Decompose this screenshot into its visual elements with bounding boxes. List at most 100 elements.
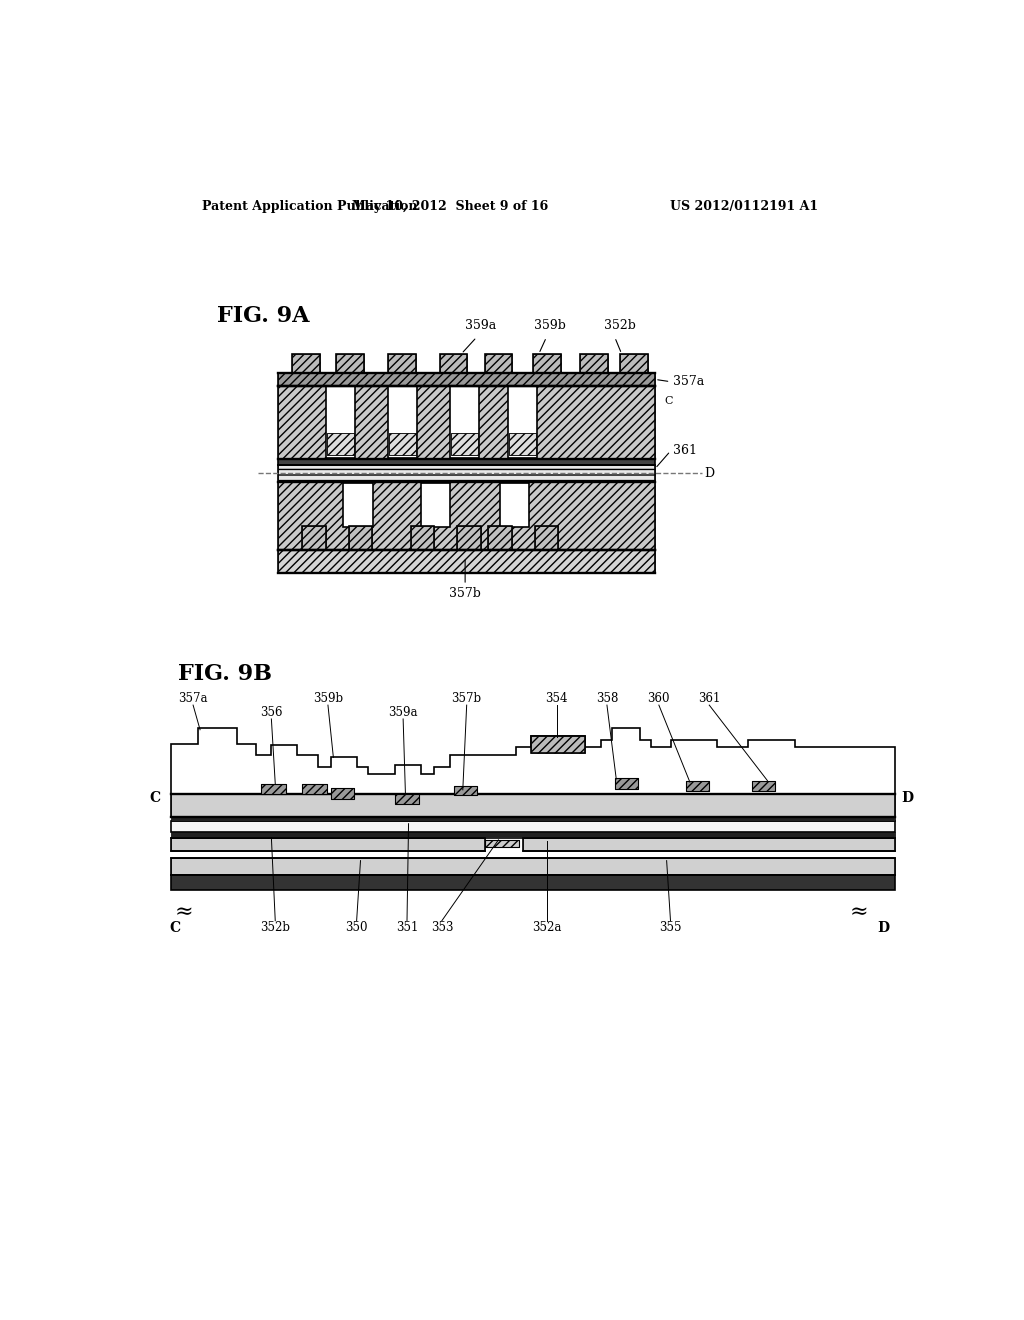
Text: 354: 354 xyxy=(546,692,568,705)
Bar xyxy=(484,354,512,374)
Bar xyxy=(509,433,536,455)
Bar xyxy=(171,837,484,851)
Bar xyxy=(171,793,895,817)
Text: 359a: 359a xyxy=(465,318,497,331)
Bar xyxy=(328,433,353,455)
Bar xyxy=(171,832,895,838)
Bar xyxy=(336,354,364,374)
Bar xyxy=(450,387,479,458)
Bar xyxy=(686,780,710,792)
Bar xyxy=(171,858,895,875)
Bar xyxy=(458,527,480,549)
Bar xyxy=(388,354,416,374)
Bar xyxy=(452,433,477,455)
Bar xyxy=(535,527,558,549)
Bar xyxy=(484,354,512,374)
Bar xyxy=(534,354,561,374)
Bar xyxy=(343,483,373,527)
Text: 359b: 359b xyxy=(313,692,343,705)
Text: Patent Application Publication: Patent Application Publication xyxy=(202,199,417,213)
Bar xyxy=(458,527,480,549)
Bar xyxy=(686,780,710,792)
Bar xyxy=(328,433,353,455)
Bar xyxy=(388,354,416,374)
Bar xyxy=(388,387,417,458)
Bar xyxy=(278,465,655,482)
Text: 357a: 357a xyxy=(178,692,208,705)
Bar xyxy=(278,482,655,549)
Bar xyxy=(621,354,648,374)
Bar xyxy=(535,527,558,549)
Text: ≈: ≈ xyxy=(850,902,868,924)
Text: 361: 361 xyxy=(698,692,721,705)
Text: 359a: 359a xyxy=(388,706,418,719)
Text: 361: 361 xyxy=(673,445,696,458)
Bar xyxy=(452,433,477,455)
Bar xyxy=(278,549,655,573)
Bar xyxy=(531,737,586,752)
Bar xyxy=(171,874,895,890)
Text: 356: 356 xyxy=(260,706,283,719)
Bar xyxy=(331,788,354,799)
Bar xyxy=(278,374,655,385)
Text: 350: 350 xyxy=(345,921,368,933)
Text: D: D xyxy=(878,921,890,935)
Text: C: C xyxy=(665,396,673,407)
Bar xyxy=(454,785,477,795)
Bar xyxy=(331,788,354,799)
Bar xyxy=(484,840,519,847)
Bar xyxy=(484,840,519,847)
Text: 352a: 352a xyxy=(531,921,561,933)
Text: May 10, 2012  Sheet 9 of 16: May 10, 2012 Sheet 9 of 16 xyxy=(351,199,548,213)
Bar xyxy=(509,433,536,455)
Bar xyxy=(171,793,895,817)
Bar xyxy=(395,795,419,804)
Text: ≈: ≈ xyxy=(174,902,194,924)
Bar xyxy=(411,527,434,549)
Bar xyxy=(336,354,364,374)
Bar xyxy=(523,837,895,851)
Bar xyxy=(278,374,655,385)
Bar xyxy=(439,354,467,374)
Bar xyxy=(261,784,286,795)
Bar xyxy=(621,354,648,374)
Bar xyxy=(389,433,416,455)
Bar xyxy=(580,354,607,374)
Bar xyxy=(326,387,355,458)
Bar xyxy=(454,785,477,795)
Text: US 2012/0112191 A1: US 2012/0112191 A1 xyxy=(671,199,818,213)
Bar xyxy=(349,527,372,549)
Bar xyxy=(500,483,529,527)
Bar xyxy=(278,385,655,459)
Text: C: C xyxy=(150,791,161,804)
Text: 357a: 357a xyxy=(673,375,705,388)
Bar xyxy=(302,527,326,549)
Polygon shape xyxy=(171,729,895,793)
Text: 357b: 357b xyxy=(450,586,481,599)
Bar xyxy=(278,482,655,549)
Bar xyxy=(752,780,775,792)
Bar xyxy=(395,795,419,804)
Bar xyxy=(534,354,561,374)
Text: 359b: 359b xyxy=(535,318,566,331)
Bar xyxy=(614,779,638,789)
Bar xyxy=(278,549,655,573)
Text: C: C xyxy=(169,921,180,935)
Text: FIG. 9A: FIG. 9A xyxy=(217,305,309,327)
Bar xyxy=(292,354,321,374)
Bar xyxy=(278,385,655,459)
Text: 351: 351 xyxy=(396,921,418,933)
Text: 352b: 352b xyxy=(604,318,636,331)
Bar xyxy=(292,354,321,374)
Text: FIG. 9B: FIG. 9B xyxy=(178,663,272,685)
Bar xyxy=(261,784,286,795)
Bar xyxy=(614,779,638,789)
Bar xyxy=(278,465,655,482)
Bar xyxy=(580,354,607,374)
Text: D: D xyxy=(703,467,714,480)
Bar xyxy=(531,737,586,752)
Bar xyxy=(421,483,451,527)
Text: 358: 358 xyxy=(596,692,618,705)
Bar xyxy=(171,821,895,832)
Bar xyxy=(171,858,895,875)
